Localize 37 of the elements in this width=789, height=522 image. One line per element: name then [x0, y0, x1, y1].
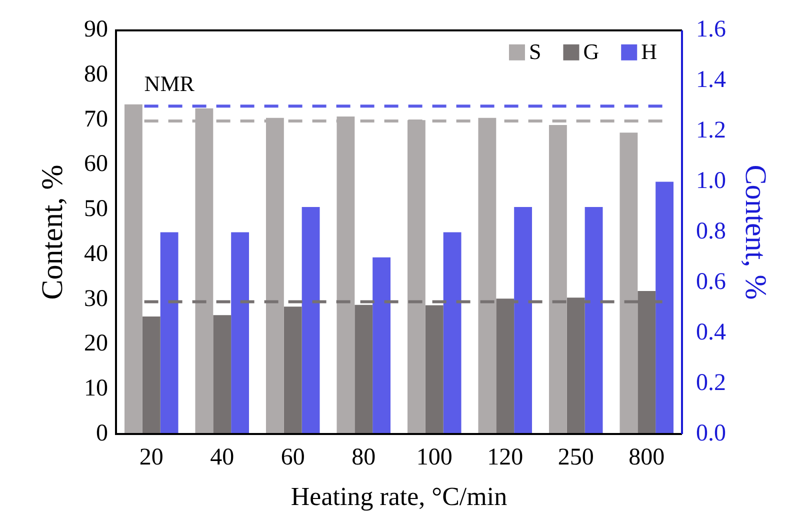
y-axis-title: Content, %	[36, 164, 69, 300]
y-tick-label: 0	[96, 420, 108, 446]
bar	[548, 125, 567, 434]
bar	[124, 104, 142, 434]
y-tick-label: 20	[84, 330, 108, 357]
y-tick-label: 50	[84, 196, 108, 222]
y-tick-label: 80	[84, 62, 108, 88]
x-tick-label: 120	[487, 444, 524, 471]
x-axis-title: Heating rate, °C/min	[290, 482, 508, 512]
y2-tick-label: 1.6	[696, 16, 726, 43]
y-tick-label: 40	[84, 240, 108, 267]
x-tick-label: 40	[210, 444, 234, 471]
y2-axis-title: Content, %	[739, 164, 772, 300]
x-tick-label: 60	[280, 444, 305, 471]
y-tick-label: 70	[84, 106, 108, 132]
bar	[620, 132, 638, 434]
y2-tick-label: 0.4	[696, 319, 726, 346]
y2-tick-label: 0.0	[696, 420, 726, 446]
annotation: NMR	[144, 70, 195, 96]
y2-tick-label: 0.2	[696, 370, 726, 396]
x-tick-label: 100	[416, 444, 452, 471]
y-tick-label: 90	[84, 16, 108, 43]
y-tick-label: 10	[84, 375, 108, 402]
legend-label: G	[583, 39, 600, 64]
legend-label: S	[528, 39, 542, 64]
y2-tick-label: 1.0	[696, 168, 726, 194]
y2-tick-label: 1.2	[696, 118, 726, 144]
y2-tick-label: 0.6	[696, 268, 726, 295]
y2-tick-label: 0.8	[696, 218, 726, 244]
x-tick-label: 800	[628, 444, 665, 471]
x-tick-label: 80	[352, 444, 376, 471]
x-tick-label: 20	[139, 444, 164, 471]
y-tick-label: 30	[84, 286, 108, 312]
legend-label: H	[641, 39, 658, 64]
y-tick-label: 60	[84, 151, 108, 178]
x-tick-label: 250	[558, 444, 594, 471]
y2-tick-label: 1.4	[696, 67, 726, 94]
